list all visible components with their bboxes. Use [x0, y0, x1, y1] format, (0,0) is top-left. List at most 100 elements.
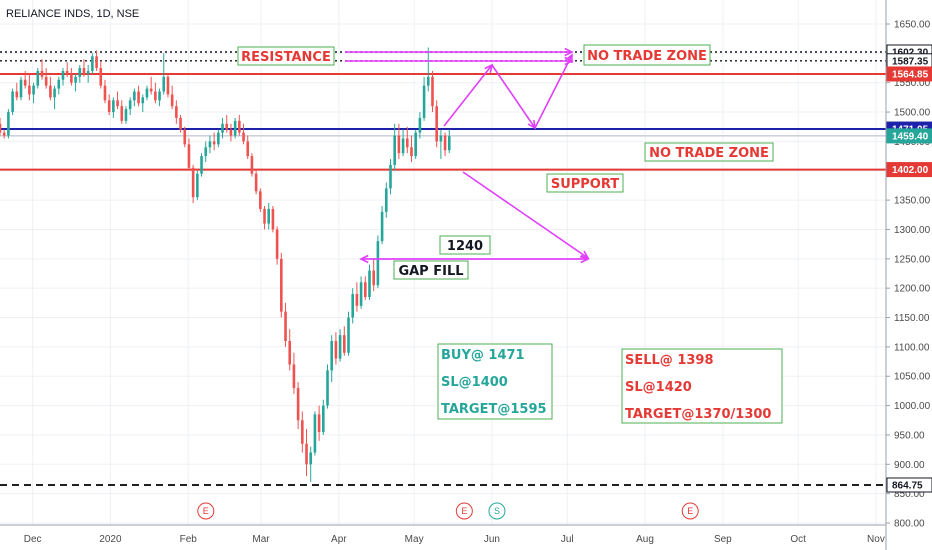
candle-body[interactable] — [397, 135, 401, 154]
candle-body[interactable] — [141, 97, 145, 104]
candle-body[interactable] — [267, 208, 271, 224]
candle-body[interactable] — [343, 335, 346, 353]
candle-body[interactable] — [363, 282, 367, 297]
candle-body[interactable] — [57, 79, 61, 89]
candle-body[interactable] — [334, 341, 338, 359]
candle-body[interactable] — [99, 68, 103, 86]
candle-body[interactable] — [107, 100, 111, 113]
candle-body[interactable] — [166, 76, 170, 95]
candle-body[interactable] — [221, 123, 224, 133]
candle-body[interactable] — [338, 335, 342, 359]
candle-body[interactable] — [204, 147, 208, 157]
candle-body[interactable] — [191, 167, 195, 198]
candle-body[interactable] — [309, 452, 313, 465]
candle-body[interactable] — [162, 76, 166, 92]
candle-body[interactable] — [447, 136, 451, 151]
candle-body[interactable] — [175, 106, 178, 118]
candle-body[interactable] — [61, 70, 65, 80]
candle-body[interactable] — [183, 129, 187, 145]
event-marker[interactable] — [455, 502, 473, 520]
candle-body[interactable] — [19, 79, 23, 98]
candle-body[interactable] — [65, 70, 69, 74]
candle-body[interactable] — [242, 132, 245, 142]
candle-body[interactable] — [435, 106, 438, 142]
candle-body[interactable] — [128, 100, 132, 110]
candle-body[interactable] — [288, 341, 292, 365]
candle-body[interactable] — [86, 70, 90, 74]
candle-body[interactable] — [426, 76, 430, 86]
candle-body[interactable] — [313, 414, 317, 453]
candle-body[interactable] — [217, 132, 220, 145]
candle-body[interactable] — [0, 123, 2, 133]
candle-body[interactable] — [271, 208, 275, 230]
candle-body[interactable] — [380, 211, 384, 242]
candle-body[interactable] — [259, 191, 262, 209]
candle-body[interactable] — [410, 147, 413, 157]
candle-body[interactable] — [414, 132, 417, 157]
candle-body[interactable] — [443, 135, 447, 151]
candle-body[interactable] — [351, 294, 355, 318]
candle-body[interactable] — [246, 141, 250, 157]
candle-body[interactable] — [133, 91, 136, 101]
candle-body[interactable] — [225, 123, 229, 130]
candle-body[interactable] — [212, 141, 216, 145]
candle-body[interactable] — [284, 311, 287, 342]
candle-body[interactable] — [145, 88, 149, 98]
candle-body[interactable] — [120, 106, 124, 121]
candle-body[interactable] — [372, 270, 375, 286]
candle-body[interactable] — [233, 120, 237, 136]
candle-body[interactable] — [170, 94, 174, 107]
candle-body[interactable] — [179, 117, 182, 130]
candle-body[interactable] — [326, 370, 329, 406]
candle-body[interactable] — [124, 109, 128, 121]
candle-body[interactable] — [137, 91, 140, 104]
candle-body[interactable] — [187, 144, 191, 168]
candle-body[interactable] — [422, 85, 426, 118]
candle-body[interactable] — [149, 88, 153, 92]
candle-body[interactable] — [368, 270, 371, 297]
candle-body[interactable] — [359, 282, 363, 306]
candle-body[interactable] — [103, 85, 107, 101]
candle-body[interactable] — [229, 129, 233, 136]
candle-body[interactable] — [78, 68, 82, 77]
candle-body[interactable] — [317, 414, 321, 433]
candle-body[interactable] — [330, 341, 334, 371]
candle-body[interactable] — [28, 85, 31, 95]
candle-body[interactable] — [208, 141, 212, 148]
candle-body[interactable] — [36, 70, 40, 86]
candle-body[interactable] — [91, 56, 94, 71]
candle-body[interactable] — [44, 76, 48, 86]
candle-body[interactable] — [389, 164, 392, 189]
candle-body[interactable] — [158, 91, 161, 101]
candle-body[interactable] — [401, 138, 405, 154]
candle-body[interactable] — [405, 138, 409, 148]
candle-body[interactable] — [82, 68, 86, 74]
event-marker[interactable] — [681, 502, 699, 520]
candle-body[interactable] — [376, 241, 380, 286]
candle-body[interactable] — [154, 91, 157, 101]
candle-body[interactable] — [238, 120, 241, 133]
candle-body[interactable] — [7, 112, 10, 136]
candle-body[interactable] — [11, 91, 14, 113]
candle-body[interactable] — [23, 79, 27, 86]
candle-body[interactable] — [301, 420, 304, 444]
candle-body[interactable] — [280, 258, 283, 312]
candle-body[interactable] — [322, 405, 325, 433]
candle-body[interactable] — [355, 294, 359, 306]
candle-layer[interactable] — [0, 47, 451, 482]
candle-body[interactable] — [250, 156, 254, 174]
candle-body[interactable] — [49, 85, 52, 98]
candle-body[interactable] — [95, 56, 98, 69]
candle-body[interactable] — [116, 100, 119, 107]
candle-body[interactable] — [15, 91, 19, 98]
event-marker[interactable] — [488, 502, 506, 520]
candle-body[interactable] — [2, 132, 6, 136]
candle-body[interactable] — [347, 317, 350, 353]
candle-body[interactable] — [384, 188, 388, 212]
candle-body[interactable] — [32, 85, 35, 95]
candle-body[interactable] — [263, 208, 266, 224]
candle-body[interactable] — [393, 135, 396, 165]
candle-body[interactable] — [305, 443, 308, 465]
candle-body[interactable] — [200, 156, 203, 174]
candle-body[interactable] — [254, 173, 258, 192]
